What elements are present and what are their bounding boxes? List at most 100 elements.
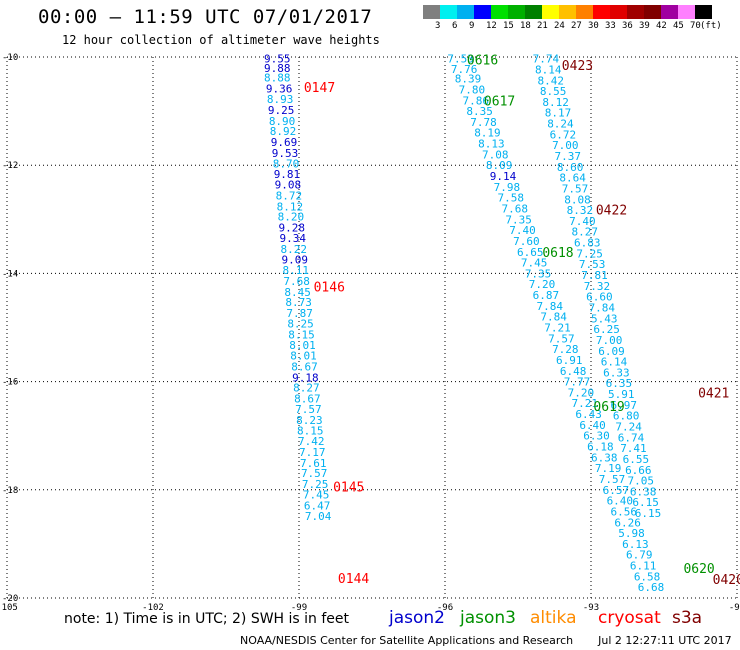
wave-height-point: 7.25 xyxy=(302,478,329,491)
wave-height-point: 8.73 xyxy=(285,296,312,309)
wave-height-point: 6.60 xyxy=(586,291,613,304)
legend-swatch xyxy=(695,5,712,19)
wave-height-point: 8.23 xyxy=(296,414,323,427)
time-annotation: 0620 xyxy=(683,562,714,577)
time-annotation: 0420 xyxy=(713,573,740,588)
legend-label: 45 xyxy=(673,21,684,31)
legend-label: 18 xyxy=(520,21,531,31)
credit-text: NOAA/NESDIS Center for Satellite Applica… xyxy=(240,634,574,647)
wave-height-point: 7.84 xyxy=(540,311,567,324)
wave-height-point: 6.97 xyxy=(610,399,637,412)
wave-height-point: 6.11 xyxy=(630,560,657,573)
wave-height-point: 6.40 xyxy=(607,495,634,508)
wave-height-point: 6.80 xyxy=(613,410,640,423)
legend-label: 3 xyxy=(435,21,441,31)
wave-height-point: 7.37 xyxy=(555,150,582,163)
wave-height-point: 6.68 xyxy=(638,581,665,594)
wave-height-point: 7.57 xyxy=(301,467,328,480)
wave-height-point: 7.98 xyxy=(494,181,520,194)
page-title: 00:00 – 11:59 UTC 07/01/2017 xyxy=(38,6,373,28)
legend-swatch xyxy=(423,5,440,19)
wave-height-point: 7.80 xyxy=(459,83,486,96)
wave-height-point: 6.72 xyxy=(550,128,577,141)
legend-label: 36 xyxy=(622,21,633,31)
wave-height-point: 7.76 xyxy=(451,63,478,76)
wave-height-point: 7.45 xyxy=(521,257,548,270)
wave-height-point: 7.77 xyxy=(564,376,591,389)
wave-height-point: 7.21 xyxy=(572,397,599,410)
footer-note: note: 1) Time is in UTC; 2) SWH is in fe… xyxy=(64,611,350,627)
wave-height-point: 8.13 xyxy=(478,138,505,151)
wave-height-point: 6.65 xyxy=(517,246,544,259)
x-tick-label: -105 xyxy=(0,603,18,613)
wave-height-point: 8.12 xyxy=(277,200,304,213)
wave-height-point: 6.38 xyxy=(630,485,657,498)
wave-height-point: 8.09 xyxy=(486,159,513,172)
wave-height-point: 8.15 xyxy=(297,424,324,437)
wave-height-point: 6.15 xyxy=(632,496,659,509)
wave-height-point: 7.32 xyxy=(584,280,611,293)
wave-height-point: 7.61 xyxy=(300,457,327,470)
wave-height-point: 6.66 xyxy=(625,464,652,477)
wave-height-point: 7.57 xyxy=(562,182,589,195)
wave-height-point: 7.68 xyxy=(283,275,310,288)
wave-height-point: 7.84 xyxy=(589,301,616,314)
wave-height-point: 6.56 xyxy=(610,505,637,518)
x-tick-label: -96 xyxy=(437,603,453,613)
wave-height-point: 7.21 xyxy=(544,322,571,335)
wave-height-point: 6.38 xyxy=(591,451,618,464)
wave-height-point: 7.35 xyxy=(525,267,552,280)
wave-height-point: 6.18 xyxy=(587,441,614,454)
wave-height-point: 7.40 xyxy=(509,224,536,237)
x-tick-label: -90 xyxy=(729,603,740,613)
wave-height-point: 8.72 xyxy=(276,189,303,202)
legend-label: 42 xyxy=(656,21,667,31)
y-tick-label: -16 xyxy=(2,378,18,388)
wave-height-point: 7.53 xyxy=(447,53,474,66)
wave-height-point: 8.45 xyxy=(284,286,311,299)
color-legend-labels: 3 6 9 12 15 18 21 24 27 30 33 36 39 42 45 70 (ft) xyxy=(423,21,740,33)
wave-height-point: 8.19 xyxy=(474,127,501,140)
satellite-jason3: jason3 xyxy=(460,608,516,628)
wave-height-point: 7.04 xyxy=(305,510,332,523)
wave-height-point: 9.09 xyxy=(281,253,308,266)
wave-height-point: 8.60 xyxy=(557,161,584,174)
wave-height-point: 6.48 xyxy=(560,365,587,378)
legend-label: 39 xyxy=(639,21,650,31)
wave-height-point: 6.43 xyxy=(575,408,602,421)
legend-label: 33 xyxy=(605,21,616,31)
wave-height-point: 7.68 xyxy=(501,202,528,215)
wave-height-point: 7.20 xyxy=(529,278,556,291)
wave-height-point: 6.58 xyxy=(634,570,661,583)
wave-height-point: 7.35 xyxy=(505,213,532,226)
legend-label: 30 xyxy=(588,21,599,31)
legend-swatch xyxy=(678,5,695,19)
legend-swatch xyxy=(457,5,474,19)
wave-height-point: 5.91 xyxy=(608,388,635,401)
wave-height-point: 7.20 xyxy=(568,386,595,399)
satellite-cryosat: cryosat xyxy=(598,608,661,628)
wave-height-point: 9.88 xyxy=(264,62,291,75)
legend-swatch xyxy=(593,5,610,19)
wave-height-point: 6.33 xyxy=(603,366,630,379)
legend-swatch xyxy=(559,5,576,19)
wave-height-point: 6.26 xyxy=(614,516,641,529)
satellite-altika: altika xyxy=(530,608,577,628)
wave-height-point: 7.53 xyxy=(579,258,606,271)
wave-height-point: 8.17 xyxy=(545,107,572,120)
legend-swatch xyxy=(542,5,559,19)
wave-height-point: 8.24 xyxy=(547,118,574,131)
wave-height-point: 8.01 xyxy=(290,350,317,363)
legend-swatch xyxy=(525,5,542,19)
wave-height-point: 8.64 xyxy=(559,172,586,185)
legend-label: 12 xyxy=(486,21,497,31)
wave-height-point: 8.20 xyxy=(278,211,305,224)
wave-height-point: 6.57 xyxy=(603,484,630,497)
wave-height-point: 8.92 xyxy=(270,125,297,138)
wave-height-point: 8.93 xyxy=(267,93,294,106)
wave-height-point: 8.32 xyxy=(567,204,594,217)
wave-height-point: 7.60 xyxy=(513,235,540,248)
time-annotation: 0147 xyxy=(304,81,335,96)
legend-label: 27 xyxy=(571,21,582,31)
wave-height-point: 9.36 xyxy=(266,82,293,95)
